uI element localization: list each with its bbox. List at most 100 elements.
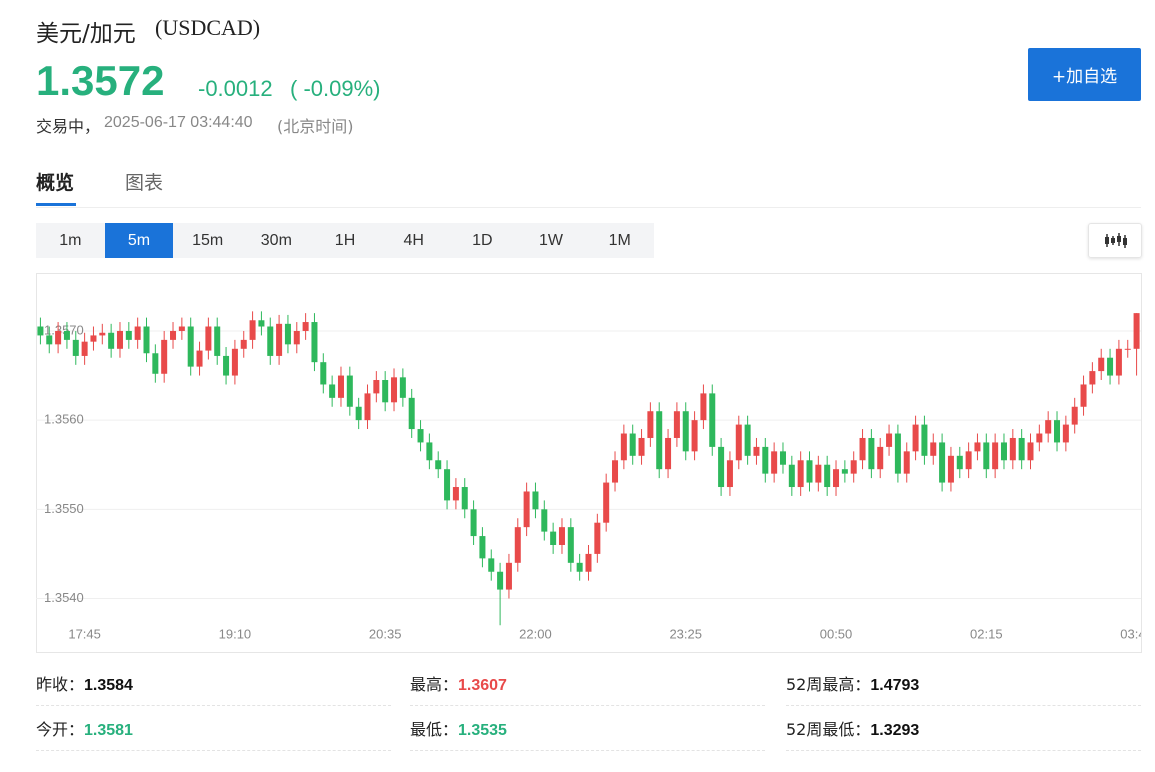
candle-body — [1107, 357, 1114, 376]
chart-type-button[interactable] — [1088, 223, 1142, 258]
candle-body — [753, 446, 760, 456]
candle-body — [258, 320, 265, 327]
stat-value: 1.3535 — [458, 722, 507, 739]
y-tick-label: 1.3560 — [44, 412, 84, 427]
candle-body — [55, 330, 62, 345]
candle-body — [806, 460, 813, 483]
candle-body — [505, 562, 512, 590]
tab[interactable]: 图表 — [125, 172, 164, 194]
candle-body — [762, 446, 769, 474]
candle-body — [284, 323, 291, 345]
candle-body — [903, 451, 910, 474]
candle-body — [912, 424, 919, 452]
candle-body — [90, 335, 97, 342]
x-tick-label: 03:40 — [1120, 626, 1153, 641]
candle-body — [629, 433, 636, 456]
candle-body — [1124, 348, 1131, 350]
tab[interactable]: 概览 — [36, 172, 75, 194]
candle-body — [1071, 406, 1078, 425]
y-tick-label: 1.3570 — [44, 322, 84, 337]
candle-body — [1080, 384, 1087, 407]
candle-body — [46, 335, 53, 345]
candle-body — [373, 380, 380, 394]
x-tick-label: 23:25 — [669, 626, 702, 641]
candle-body — [585, 553, 592, 572]
candle-body — [470, 509, 477, 537]
candle-body — [965, 451, 972, 470]
divider — [786, 750, 1141, 751]
candle-body — [886, 433, 893, 447]
candle-body — [939, 442, 946, 483]
x-tick-label: 00:50 — [820, 626, 853, 641]
candle-body — [576, 562, 583, 572]
candle-body — [894, 433, 901, 474]
interval-button[interactable]: 5m — [104, 223, 174, 258]
candle-body — [1115, 348, 1122, 376]
candle-body — [488, 558, 495, 572]
candle-body — [311, 322, 318, 363]
timezone: (北京时间) — [277, 117, 354, 136]
candle-body — [293, 330, 300, 345]
stat-label: 52周最低： — [786, 720, 871, 739]
candle-body — [1036, 433, 1043, 443]
add-watchlist-button[interactable]: +加自选 — [1028, 48, 1141, 101]
candle-body — [673, 411, 680, 438]
candle-body — [1133, 313, 1140, 349]
stat-item: 52周最低：1.3293 — [786, 716, 919, 740]
interval-button[interactable]: 30m — [260, 231, 292, 249]
candle-body — [877, 446, 884, 470]
candle-body — [1045, 420, 1052, 434]
interval-button[interactable]: 1W — [539, 231, 564, 249]
candle-body — [567, 527, 574, 563]
status: 交易中， — [36, 117, 101, 136]
candle-body — [170, 330, 177, 340]
candle-body — [992, 442, 999, 470]
candle-body — [665, 437, 672, 470]
candle-body — [833, 469, 840, 488]
x-tick-label: 17:45 — [68, 626, 101, 641]
candle-body — [850, 460, 857, 474]
candle-body — [276, 323, 283, 356]
candle-body — [921, 424, 928, 456]
stat-value: 1.3607 — [458, 677, 507, 694]
candle-body — [408, 397, 415, 430]
candle-body — [550, 531, 557, 545]
candle-body — [116, 330, 123, 349]
interval-button[interactable]: 1D — [472, 231, 493, 249]
candle-body — [231, 348, 238, 376]
candle-body — [612, 460, 619, 483]
price: 1.3572 — [36, 57, 165, 104]
stat-item: 今开：1.3581 — [36, 716, 133, 740]
candle-body — [320, 362, 327, 385]
candle-body — [399, 377, 406, 398]
candle-body — [1098, 357, 1105, 372]
divider — [410, 705, 765, 706]
interval-button[interactable]: 1M — [608, 231, 631, 249]
candle-body — [735, 424, 742, 461]
candle-body — [497, 571, 504, 590]
divider — [36, 705, 391, 706]
stat-label: 最高： — [410, 675, 459, 694]
candle-body — [700, 393, 707, 421]
candle-body — [346, 375, 353, 407]
candle-body — [656, 411, 663, 470]
plot-frame — [36, 273, 1142, 653]
candle-body — [647, 411, 654, 438]
stat-value: 1.4793 — [870, 677, 920, 694]
candle-body — [99, 332, 106, 336]
candle-body — [841, 469, 848, 474]
interval-button[interactable]: 1m — [59, 231, 82, 249]
candle-body — [391, 377, 398, 403]
candle-body — [444, 469, 451, 501]
candle-body — [63, 330, 70, 340]
candle-body — [620, 433, 627, 461]
tab-indicator — [36, 203, 76, 206]
interval-button[interactable]: 1H — [334, 231, 356, 249]
candle-body — [682, 411, 689, 452]
x-tick-label: 22:00 — [519, 626, 552, 641]
divider — [410, 750, 765, 751]
interval-button[interactable]: 4H — [403, 231, 424, 249]
interval-button[interactable]: 15m — [192, 231, 224, 249]
candle-body — [452, 487, 459, 501]
